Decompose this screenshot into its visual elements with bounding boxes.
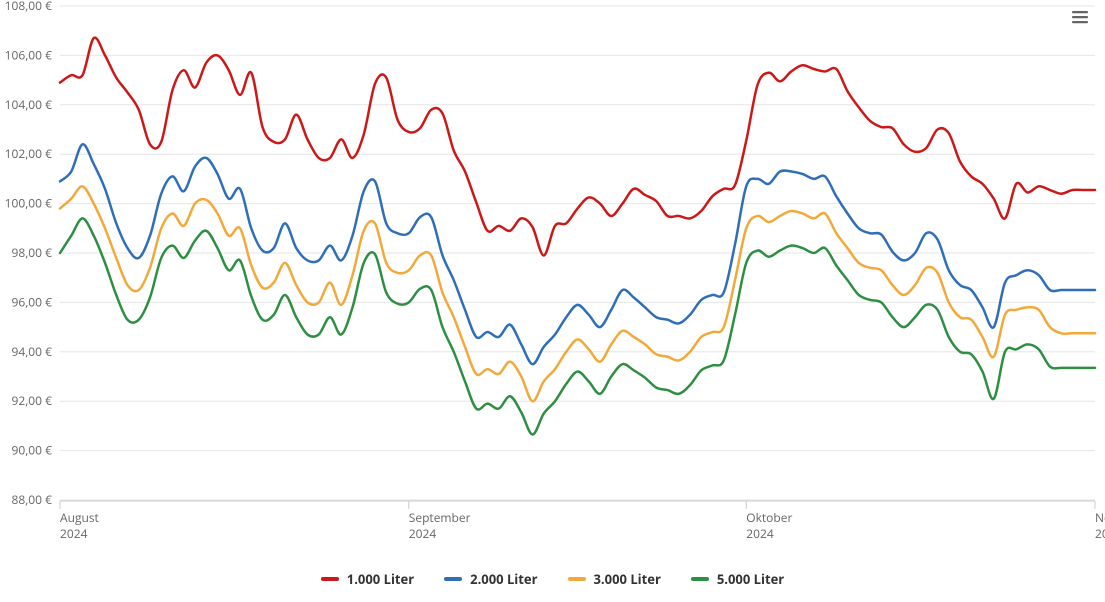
legend-swatch — [444, 577, 462, 581]
x-month-label: Oktober — [746, 509, 792, 526]
y-tick-label: 88,00 € — [11, 491, 52, 508]
y-tick-label: 106,00 € — [5, 46, 53, 63]
y-tick-label: 108,00 € — [5, 0, 53, 14]
legend: 1.000 Liter 2.000 Liter 3.000 Liter 5.000 L… — [0, 570, 1105, 588]
y-tick-label: 102,00 € — [5, 145, 53, 162]
legend-label: 3.000 Liter — [594, 570, 661, 588]
series-line-s2[interactable] — [60, 144, 1095, 364]
y-tick-label: 94,00 € — [11, 343, 52, 360]
legend-item-s3[interactable]: 3.000 Liter — [568, 570, 661, 588]
x-year-label: 2024 — [409, 525, 437, 542]
x-month-label: November — [1095, 509, 1105, 526]
x-year-label: 2024 — [1095, 525, 1105, 542]
y-tick-label: 92,00 € — [11, 392, 52, 409]
x-month-label: September — [409, 509, 471, 526]
legend-item-s1[interactable]: 1.000 Liter — [321, 570, 414, 588]
price-chart: 88,00 € 90,00 € 92,00 € 94,00 € 96,00 € 98,00… — [0, 0, 1105, 602]
series-line-s3[interactable] — [60, 186, 1095, 401]
y-tick-label: 100,00 € — [5, 195, 53, 212]
legend-item-s2[interactable]: 2.000 Liter — [444, 570, 537, 588]
series-line-s1[interactable] — [60, 38, 1095, 256]
chart-canvas: 88,00 € 90,00 € 92,00 € 94,00 € 96,00 € 98,00… — [0, 0, 1105, 602]
legend-label: 5.000 Liter — [717, 570, 784, 588]
x-year-label: 2024 — [60, 525, 88, 542]
x-month-label: August — [60, 509, 99, 526]
legend-item-s4[interactable]: 5.000 Liter — [691, 570, 784, 588]
y-tick-label: 98,00 € — [11, 244, 52, 261]
y-tick-label: 90,00 € — [11, 442, 52, 459]
legend-label: 1.000 Liter — [347, 570, 414, 588]
y-tick-label: 104,00 € — [5, 96, 53, 113]
y-tick-label: 96,00 € — [11, 293, 52, 310]
series-line-s4[interactable] — [60, 218, 1095, 434]
legend-swatch — [568, 577, 586, 581]
legend-label: 2.000 Liter — [470, 570, 537, 588]
x-year-label: 2024 — [746, 525, 774, 542]
legend-swatch — [321, 577, 339, 581]
legend-swatch — [691, 577, 709, 581]
hamburger-icon[interactable] — [1069, 6, 1091, 28]
